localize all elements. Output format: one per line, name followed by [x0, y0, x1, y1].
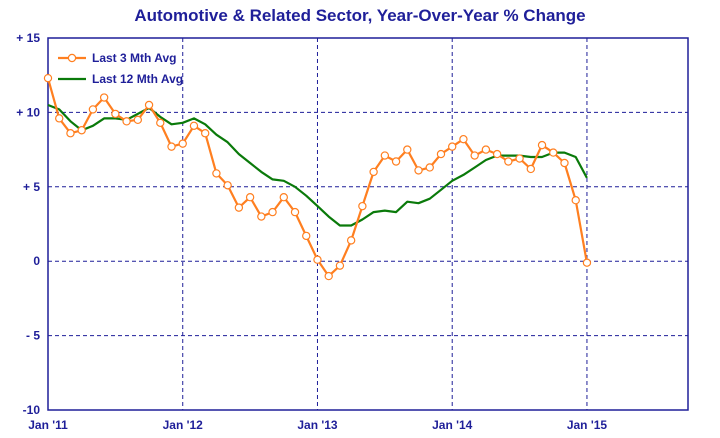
plot-frame [47, 37, 689, 411]
data-point-last-3-mth-avg [257, 212, 266, 221]
y-tick-label: + 5 [23, 180, 40, 194]
data-point-last-3-mth-avg [245, 193, 255, 202]
data-point-last-3-mth-avg [55, 114, 64, 123]
x-tick-label: Jan '14 [432, 418, 473, 432]
data-point-last-3-mth-avg [380, 151, 390, 160]
data-point-last-3-mth-avg [313, 255, 322, 264]
data-point-last-3-mth-avg [302, 231, 311, 241]
data-point-last-3-mth-avg [279, 193, 288, 202]
data-point-last-3-mth-avg [77, 126, 86, 135]
data-point-last-3-mth-avg [268, 207, 277, 217]
legend-label-last-3-mth-avg: Last 3 Mth Avg [92, 51, 176, 65]
x-tick-label: Jan '13 [297, 418, 338, 432]
data-point-last-3-mth-avg [459, 134, 468, 144]
data-point-last-3-mth-avg [425, 163, 434, 172]
grid-layer [48, 38, 688, 410]
data-point-last-3-mth-avg [99, 93, 109, 102]
data-point-last-3-mth-avg [335, 261, 345, 270]
data-point-last-3-mth-avg [414, 166, 423, 175]
data-point-last-3-mth-avg [111, 109, 120, 119]
y-tick-label: - 5 [26, 329, 40, 343]
legend: Last 3 Mth Avg Last 12 Mth Avg [58, 51, 183, 86]
data-point-last-3-mth-avg [133, 115, 143, 125]
series-layer [43, 73, 592, 281]
data-point-last-3-mth-avg [369, 167, 378, 177]
data-point-last-3-mth-avg [144, 100, 154, 110]
data-point-last-3-mth-avg [358, 201, 367, 211]
y-tick-label: + 15 [16, 31, 40, 45]
data-point-last-3-mth-avg [470, 151, 479, 160]
data-point-last-3-mth-avg [167, 142, 176, 151]
y-tick-label: -10 [23, 403, 41, 417]
data-point-last-3-mth-avg [391, 157, 401, 166]
data-point-last-3-mth-avg [88, 105, 98, 114]
data-point-last-3-mth-avg [571, 195, 580, 205]
data-point-last-3-mth-avg [122, 117, 131, 126]
data-point-last-3-mth-avg [504, 157, 513, 166]
x-tick-label: Jan '15 [567, 418, 608, 432]
data-point-last-3-mth-avg [515, 154, 524, 163]
data-point-last-3-mth-avg [234, 203, 244, 212]
data-point-last-3-mth-avg [549, 148, 558, 157]
data-point-last-3-mth-avg [403, 145, 412, 154]
data-point-last-3-mth-avg [189, 121, 199, 130]
data-point-last-3-mth-avg [43, 73, 53, 83]
data-point-last-3-mth-avg [582, 258, 592, 267]
data-point-last-3-mth-avg [448, 142, 457, 151]
legend-label-last-12-mth-avg: Last 12 Mth Avg [92, 72, 183, 86]
data-point-last-3-mth-avg [156, 118, 165, 128]
x-tick-label: Jan '11 [28, 418, 68, 432]
chart-title: Automotive & Related Sector, Year-Over-Y… [134, 6, 586, 25]
data-point-last-3-mth-avg [66, 129, 75, 138]
data-point-last-3-mth-avg [290, 207, 300, 217]
data-point-last-3-mth-avg [492, 149, 502, 159]
data-point-last-3-mth-avg [436, 149, 446, 159]
y-tick-label: 0 [33, 254, 40, 268]
data-point-last-3-mth-avg [223, 181, 232, 190]
data-point-last-3-mth-avg [200, 129, 210, 138]
data-point-last-3-mth-avg [212, 169, 221, 178]
data-point-last-3-mth-avg [178, 139, 187, 148]
series-line-last-3-mth-avg [46, 77, 588, 278]
data-point-last-3-mth-avg [537, 140, 547, 150]
data-point-last-3-mth-avg [346, 236, 356, 245]
data-point-last-3-mth-avg [481, 145, 491, 154]
data-point-last-3-mth-avg [560, 158, 569, 168]
data-point-last-3-mth-avg [526, 164, 536, 174]
legend-marker-last-3-mth-avg [67, 53, 77, 63]
x-tick-label: Jan '12 [163, 418, 204, 432]
data-point-last-3-mth-avg [324, 271, 333, 281]
y-tick-label: + 10 [16, 105, 40, 119]
